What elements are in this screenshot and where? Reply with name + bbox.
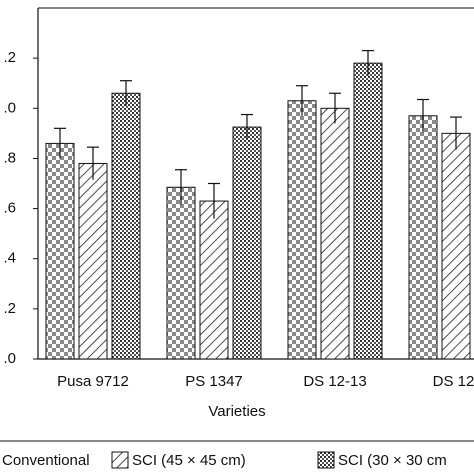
x-tick-label: DS 12-13: [303, 373, 366, 390]
bar: [353, 62, 383, 360]
bar: [111, 92, 141, 360]
bar: [199, 200, 229, 360]
bar: [78, 162, 108, 360]
legend-swatch: [317, 451, 335, 469]
x-tick-label: DS 12-: [433, 373, 474, 390]
y-tick-label: .0: [3, 99, 16, 116]
y-tick-label: .4: [3, 250, 16, 267]
x-tick-label: PS 1347: [185, 373, 243, 390]
legend-label: SCI (45 × 45 cm): [132, 452, 246, 469]
bar: [232, 126, 262, 360]
bar: [45, 142, 75, 360]
y-tick-label: .8: [3, 149, 16, 166]
x-tick-label: Pusa 9712: [57, 373, 129, 390]
bar: [441, 132, 471, 360]
bar: [408, 115, 438, 360]
y-tick-label: .2: [3, 300, 16, 317]
bar: [287, 100, 317, 360]
legend-label: SCI (30 × 30 cm: [338, 452, 447, 469]
legend-swatch: [111, 451, 129, 469]
y-tick-label: .2: [3, 49, 16, 66]
bar: [166, 186, 196, 360]
y-tick-label: .6: [3, 200, 16, 217]
bar: [320, 107, 350, 360]
legend-label: Conventional: [2, 452, 90, 469]
x-axis-label: Varieties: [208, 403, 265, 420]
y-tick-label: .0: [3, 350, 16, 367]
